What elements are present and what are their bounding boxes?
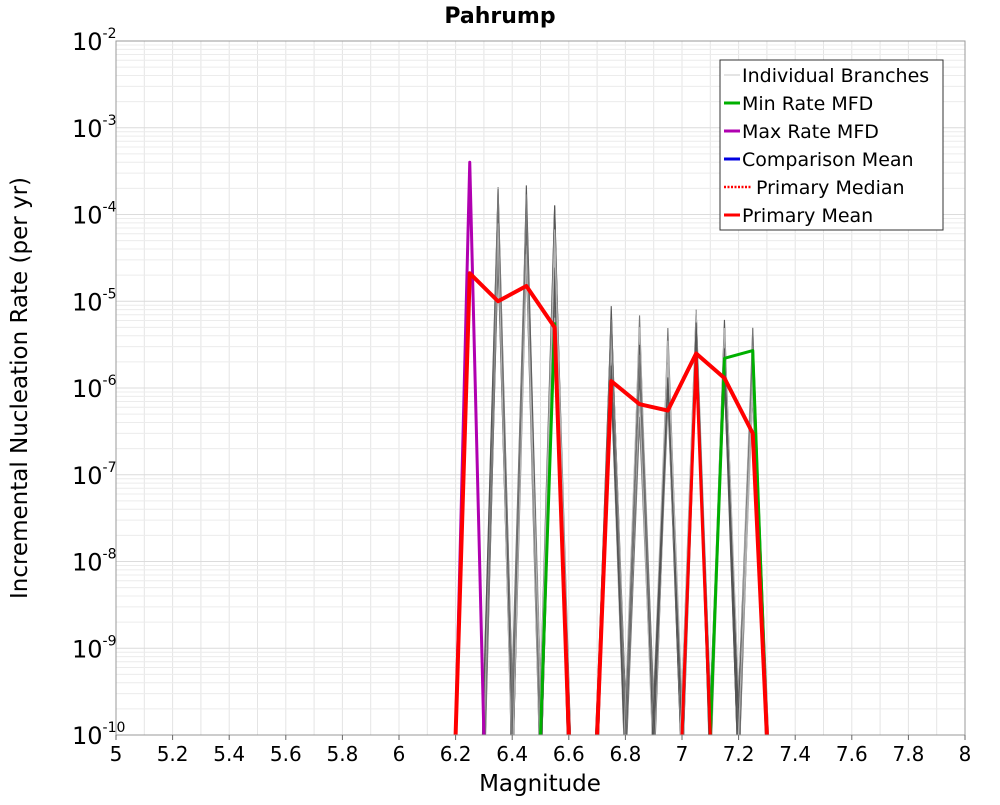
x-tick-label: 7.4 (779, 742, 811, 766)
series-lines (453, 160, 769, 735)
x-tick-label: 5.8 (326, 742, 358, 766)
x-tick-label: 7.8 (892, 742, 924, 766)
branch-line (512, 254, 543, 735)
branch-line (510, 205, 541, 735)
branch-line (538, 229, 571, 735)
branch-line (625, 355, 654, 735)
y-axis-ticks: 10-10 10-9 10-8 10-7 10-6 10-5 10-4 10-3 10-2 (72, 26, 125, 750)
x-tick-label: 6.2 (440, 742, 472, 766)
legend: Individual Branches Min Rate MFD Max Rate … (719, 59, 944, 231)
series-primary-mean (453, 271, 571, 735)
x-tick-label: 5 (110, 742, 123, 766)
branch-line (625, 356, 655, 735)
x-tick-label: 6.6 (553, 742, 585, 766)
legend-label: Max Rate MFD (742, 121, 879, 143)
y-axis-label: Incremental Nucleation Rate (per yr) (7, 177, 33, 599)
x-axis-ticks: 5 5.2 5.4 5.6 5.8 6 6.2 6.4 6.6 6.8 7 7.2 7.4 7.6 7.8 8 (110, 735, 972, 766)
y-tick-label: 10-7 (72, 460, 117, 490)
y-tick-label: 10-9 (72, 633, 117, 663)
y-tick-label: 10-4 (72, 200, 117, 230)
x-tick-label: 5.4 (213, 742, 245, 766)
branch-line (681, 363, 711, 735)
chart-title: Pahrump (444, 4, 555, 29)
plot-frame (115, 40, 966, 736)
x-tick-label: 8 (959, 742, 972, 766)
plot-area (453, 160, 770, 735)
x-tick-label: 7.2 (723, 742, 755, 766)
branch-line (484, 188, 515, 735)
branch-line (651, 378, 683, 735)
y-tick-label: 10-2 (72, 26, 117, 56)
legend-label: Primary Mean (742, 205, 873, 227)
legend-box (719, 59, 944, 231)
y-tick-label: 10-8 (72, 547, 117, 577)
y-tick-label: 10-6 (72, 373, 117, 403)
x-tick-label: 6 (393, 742, 406, 766)
legend-label: Primary Median (756, 177, 905, 199)
legend-label: Comparison Mean (742, 149, 914, 171)
x-tick-label: 5.2 (157, 742, 189, 766)
y-tick-label: 10-3 (72, 113, 117, 143)
legend-label: Individual Branches (742, 65, 929, 87)
y-tick-label: 10-10 (72, 720, 125, 750)
y-tick-label: 10-5 (72, 286, 117, 316)
legend-label: Min Rate MFD (742, 93, 873, 115)
series-primary-median (680, 356, 712, 735)
x-tick-label: 7.6 (836, 742, 868, 766)
x-tick-label: 7 (676, 742, 689, 766)
x-tick-label: 6.8 (609, 742, 641, 766)
x-tick-label: 5.6 (270, 742, 302, 766)
x-tick-label: 6.4 (496, 742, 528, 766)
series-primary-mean (595, 351, 769, 735)
branch-line (653, 377, 683, 735)
x-axis-label: Magnitude (479, 771, 601, 797)
